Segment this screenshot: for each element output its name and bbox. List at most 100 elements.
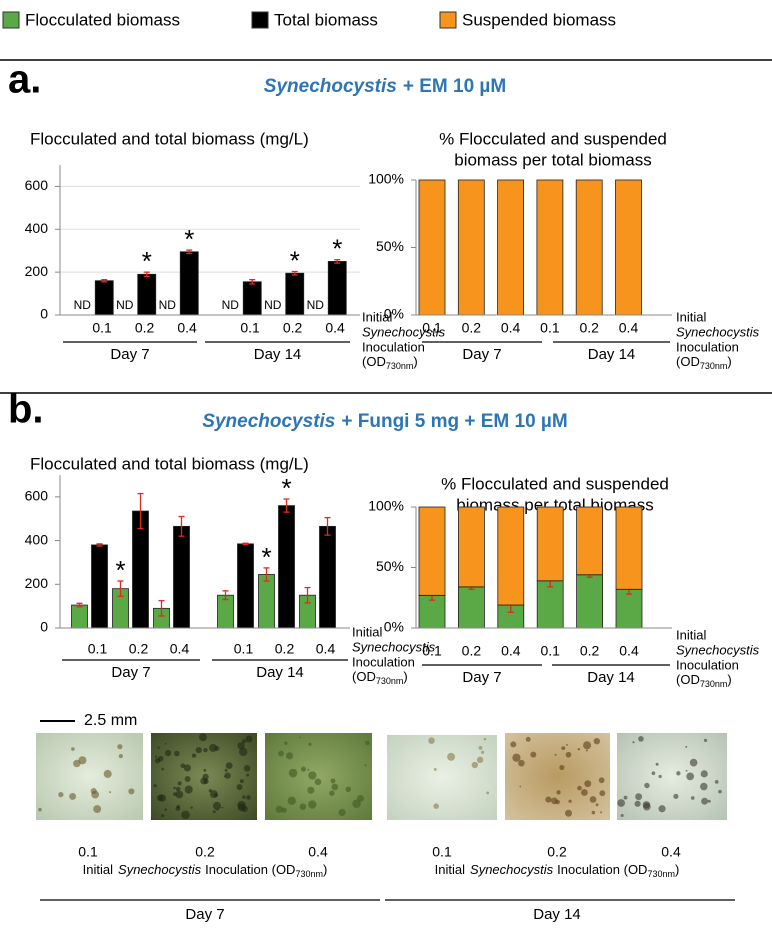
group-label: Day 7 bbox=[462, 669, 501, 686]
speck bbox=[600, 811, 603, 814]
speck bbox=[331, 783, 339, 791]
axis-note-sub: 730nm bbox=[700, 679, 728, 689]
speck bbox=[519, 785, 522, 788]
speck bbox=[483, 737, 487, 741]
speck bbox=[307, 768, 310, 771]
x-tick-label: 0.4 bbox=[619, 643, 639, 659]
speck bbox=[307, 786, 315, 794]
panel-label: b. bbox=[8, 388, 44, 432]
bar bbox=[91, 544, 108, 629]
axis-note: Synechocystis bbox=[362, 324, 446, 339]
y-tick-label: 400 bbox=[25, 220, 49, 236]
axis-note-od: (OD bbox=[352, 669, 376, 684]
title-italic: Synechocystis bbox=[264, 76, 397, 97]
speck bbox=[707, 799, 711, 803]
speck bbox=[673, 793, 679, 799]
axis-note-od: (OD bbox=[362, 354, 386, 369]
title-rest: + Fungi 5 mg + EM 10 µM bbox=[341, 411, 567, 432]
speck bbox=[246, 795, 251, 800]
axis-note: Synechocystis bbox=[676, 642, 760, 657]
bar-segment-flocculated bbox=[576, 574, 603, 629]
panel-label: a. bbox=[8, 58, 41, 102]
chart-title: Flocculated and total biomass (mg/L) bbox=[30, 454, 309, 473]
photo-label: 0.1 bbox=[78, 844, 98, 860]
speck bbox=[191, 753, 197, 758]
legend-swatch bbox=[439, 11, 457, 29]
speck bbox=[330, 778, 336, 784]
speck bbox=[428, 737, 435, 744]
group-label: Day 7 bbox=[185, 906, 224, 923]
x-tick-label: 0.1 bbox=[240, 320, 260, 336]
bar-segment-suspended bbox=[536, 506, 564, 582]
speck bbox=[658, 805, 666, 813]
x-tick-label: 0.2 bbox=[580, 643, 600, 659]
speck bbox=[566, 743, 568, 746]
speck bbox=[284, 741, 288, 745]
axis-note-close: ) bbox=[413, 354, 417, 369]
speck bbox=[190, 806, 193, 809]
speck bbox=[589, 796, 597, 803]
x-tick-label: 0.1 bbox=[540, 643, 560, 659]
speck bbox=[620, 813, 624, 817]
speck bbox=[300, 766, 306, 772]
y-tick-label: 50% bbox=[376, 238, 404, 254]
bar-segment-suspended bbox=[457, 179, 485, 316]
speck bbox=[275, 805, 283, 813]
speck bbox=[93, 805, 102, 814]
caption-start: Initial bbox=[83, 862, 113, 877]
speck bbox=[287, 796, 296, 806]
speck bbox=[658, 774, 662, 779]
speck bbox=[308, 742, 312, 746]
axis-note: Synechocystis bbox=[352, 639, 436, 654]
bar-segment-suspended bbox=[457, 506, 485, 588]
speck bbox=[561, 746, 566, 751]
bar bbox=[71, 604, 88, 629]
x-tick-label: 0.4 bbox=[170, 641, 190, 657]
bar bbox=[285, 272, 305, 316]
axis-note: Inoculation bbox=[676, 339, 739, 354]
speck bbox=[118, 754, 123, 759]
speck bbox=[554, 753, 557, 756]
speck bbox=[241, 805, 248, 813]
speck bbox=[177, 781, 182, 786]
speck bbox=[510, 741, 517, 748]
bar bbox=[94, 280, 114, 316]
group-label: Day 7 bbox=[462, 346, 501, 363]
axis-note: (OD730nm) bbox=[352, 669, 408, 686]
speck bbox=[209, 790, 218, 799]
photo-label: 0.4 bbox=[661, 844, 681, 860]
speck bbox=[599, 790, 606, 797]
y-tick-label: 400 bbox=[25, 531, 49, 547]
legend-label: Flocculated biomass bbox=[25, 10, 180, 29]
speck bbox=[577, 785, 582, 791]
bar-segment-suspended bbox=[576, 506, 603, 576]
axis-note: (OD730nm) bbox=[676, 354, 732, 371]
photo-caption: Initial Synechocystis Inoculation (OD730nm… bbox=[83, 862, 328, 879]
speck bbox=[221, 806, 224, 809]
speck bbox=[565, 809, 572, 817]
speck bbox=[568, 799, 572, 803]
x-tick-label: 0.4 bbox=[316, 641, 336, 657]
group-label: Day 7 bbox=[110, 346, 149, 363]
speck bbox=[655, 762, 659, 766]
speck bbox=[236, 784, 243, 791]
speck bbox=[175, 790, 184, 799]
y-tick-label: 0 bbox=[40, 619, 48, 635]
speck bbox=[128, 788, 135, 795]
y-tick-label: 0 bbox=[40, 306, 48, 322]
axis-note-sub: 730nm bbox=[376, 676, 404, 686]
speck bbox=[278, 750, 285, 757]
speck bbox=[209, 743, 218, 752]
speck bbox=[685, 745, 688, 748]
speck bbox=[117, 744, 123, 750]
axis-note: Initial bbox=[362, 309, 392, 324]
legend-label: Total biomass bbox=[274, 10, 378, 29]
caption-end: Inoculation (OD bbox=[557, 862, 647, 877]
speck bbox=[154, 757, 161, 764]
y-tick-label: 200 bbox=[25, 575, 49, 591]
speck bbox=[433, 767, 437, 771]
bar bbox=[319, 525, 336, 629]
y-tick-label: 200 bbox=[25, 263, 49, 279]
speck bbox=[183, 764, 191, 772]
